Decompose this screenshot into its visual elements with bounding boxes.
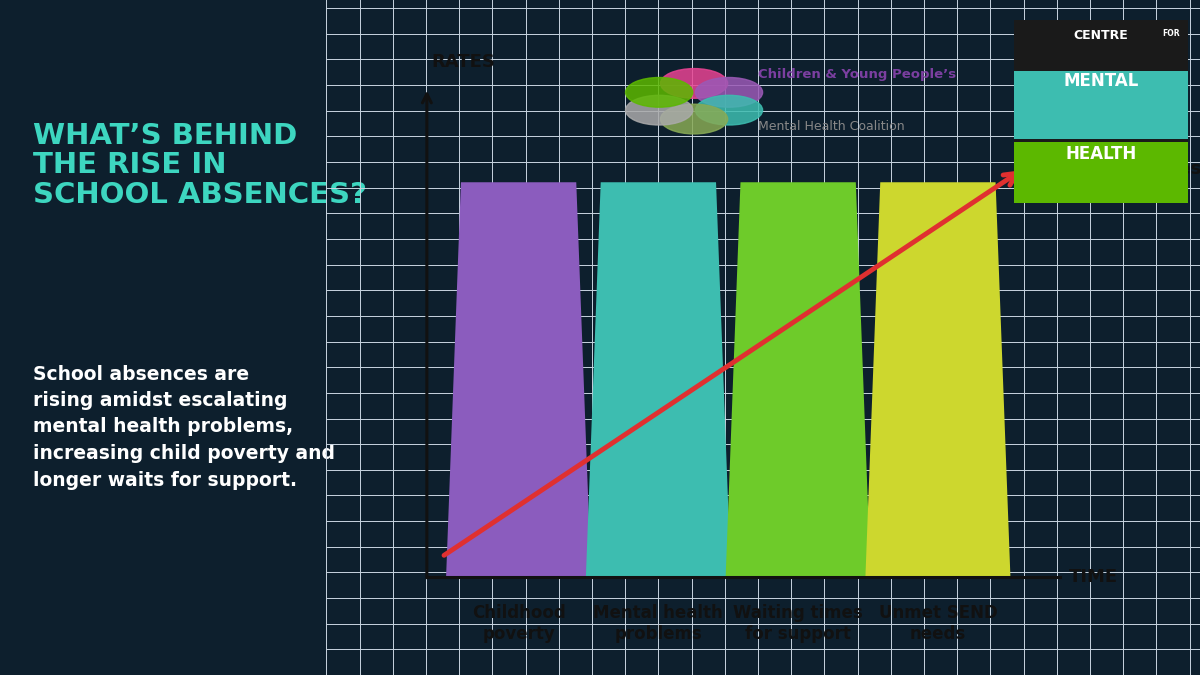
Polygon shape [586, 182, 731, 577]
FancyBboxPatch shape [1014, 20, 1188, 202]
Text: School absences: School absences [1034, 160, 1200, 178]
Text: Waiting times
for support: Waiting times for support [733, 604, 863, 643]
Text: Mental health
problems: Mental health problems [594, 604, 724, 643]
FancyBboxPatch shape [1014, 142, 1188, 202]
Text: School absences are
rising amidst escalating
mental health problems,
increasing : School absences are rising amidst escala… [32, 364, 335, 489]
Circle shape [660, 104, 727, 134]
Circle shape [660, 69, 727, 99]
Text: FOR: FOR [1162, 29, 1180, 38]
Circle shape [625, 95, 692, 125]
FancyBboxPatch shape [1014, 72, 1188, 139]
Text: TIME: TIME [1069, 568, 1118, 586]
Polygon shape [446, 182, 592, 577]
Text: Mental Health Coalition: Mental Health Coalition [758, 120, 905, 133]
Circle shape [695, 78, 762, 107]
Text: CENTRE: CENTRE [1074, 29, 1128, 43]
Text: RATES: RATES [431, 53, 496, 71]
Circle shape [625, 78, 692, 107]
Polygon shape [726, 182, 871, 577]
Text: HEALTH: HEALTH [1066, 145, 1136, 163]
Text: Unmet SEND
needs: Unmet SEND needs [878, 604, 997, 643]
Circle shape [695, 95, 762, 125]
Text: WHAT’S BEHIND
THE RISE IN
SCHOOL ABSENCES?: WHAT’S BEHIND THE RISE IN SCHOOL ABSENCE… [32, 122, 366, 209]
Polygon shape [865, 182, 1010, 577]
Text: Childhood
poverty: Childhood poverty [472, 604, 565, 643]
Text: MENTAL: MENTAL [1063, 72, 1139, 90]
Text: Children & Young People’s: Children & Young People’s [758, 68, 956, 81]
